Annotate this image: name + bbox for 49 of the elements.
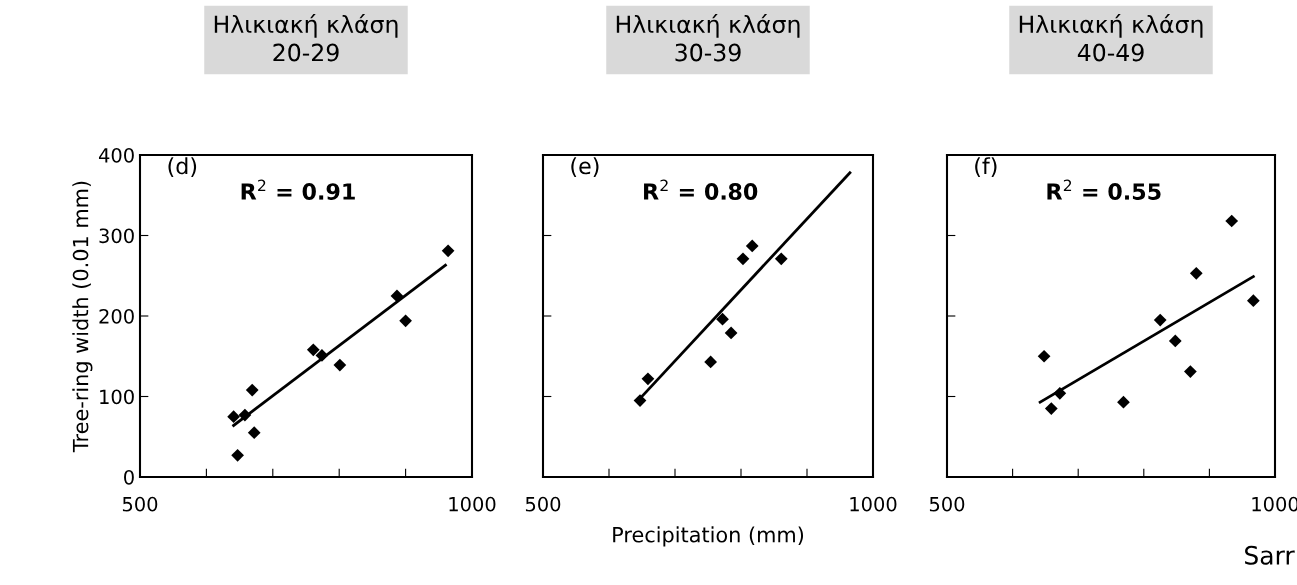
point <box>399 314 412 328</box>
point <box>238 408 252 422</box>
annotation: R$^{2}$ = 0.80 <box>644 179 758 200</box>
point <box>704 355 717 369</box>
y-tick-label: 200 <box>99 308 134 324</box>
chart-title: Ηλικιακή κλάση 20-29 <box>214 13 398 62</box>
y-tick-label: 100 <box>100 389 134 405</box>
point <box>1053 386 1067 400</box>
x-axis-title: Precipitation (mm) <box>613 526 804 547</box>
point <box>1117 395 1130 409</box>
annotation: (f) <box>975 157 997 177</box>
point <box>1225 214 1239 228</box>
point <box>1246 294 1260 308</box>
point <box>736 252 750 266</box>
x-tick-label: 1000 <box>449 496 496 512</box>
chart-title: Ηλικιακή κλάση 30-39 <box>616 13 800 62</box>
point <box>1189 266 1203 280</box>
annotation: R$^{2}$ = 0.91 <box>241 179 355 200</box>
x-tick-label: 500 <box>122 496 158 512</box>
point <box>716 312 729 326</box>
chart-title: Ηλικιακή κλάση 40-49 <box>1019 13 1203 62</box>
point <box>306 343 320 357</box>
x-tick-label: 1000 <box>850 496 897 512</box>
point <box>227 410 240 423</box>
point <box>641 372 655 386</box>
point <box>247 426 261 440</box>
y-axis-title: Tree-ring width (0.01 mm) <box>72 181 93 453</box>
x-tick-label: 500 <box>929 496 965 512</box>
point <box>1037 349 1051 363</box>
point <box>441 244 455 258</box>
annotation: R$^{2}$ = 0.55 <box>1047 179 1161 200</box>
x-tick-label: 500 <box>525 496 561 512</box>
point <box>231 448 244 462</box>
y-tick-label: 400 <box>98 147 134 163</box>
point <box>1153 313 1167 327</box>
point <box>245 383 259 397</box>
y-tick-label: 300 <box>99 228 134 244</box>
point <box>1168 334 1182 348</box>
text: Sarr <box>1245 545 1295 565</box>
point <box>390 289 404 303</box>
point <box>1184 365 1197 378</box>
point <box>745 239 759 253</box>
point <box>1044 402 1058 415</box>
point <box>724 326 738 340</box>
annotation: (d) <box>168 157 197 177</box>
y-tick-label: 0 <box>124 469 134 485</box>
point <box>333 358 347 372</box>
point <box>774 252 788 266</box>
annotation: (e) <box>571 157 599 177</box>
